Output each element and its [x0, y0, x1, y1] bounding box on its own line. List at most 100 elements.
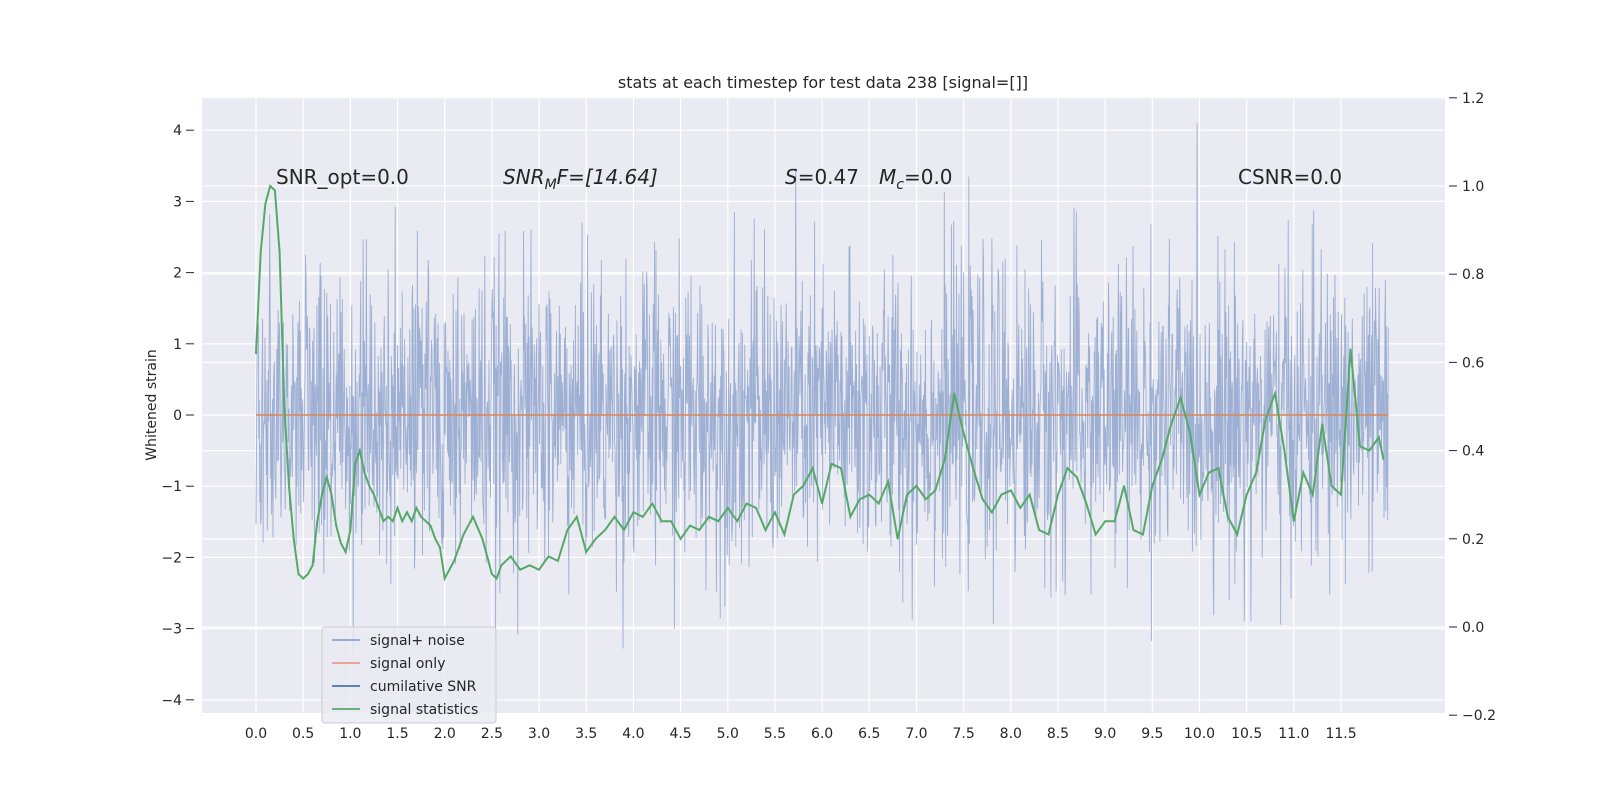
signal-statistics-point [925, 498, 927, 500]
y-tick-label: −1 [161, 479, 182, 495]
signal-statistics-point [330, 493, 333, 496]
signal-statistics-point [1038, 529, 1040, 531]
signal-statistics-point [830, 463, 833, 465]
x-tick-label: 11.5 [1325, 726, 1356, 742]
signal-statistics-point [326, 476, 328, 478]
signal-statistics-point [1161, 458, 1163, 461]
x-tick-label: 0.0 [245, 726, 267, 742]
signal-statistics-point [859, 498, 861, 500]
legend: signal+ noise signal only cumilative SNR… [321, 626, 497, 724]
signal-statistics-point [264, 202, 267, 205]
signal-statistics-point [1227, 516, 1229, 518]
signal-statistics-point [708, 516, 710, 518]
signal-statistics-point [519, 568, 521, 571]
signal-statistics-point [425, 520, 427, 522]
signal-statistics-point [1302, 471, 1305, 474]
y-tick-label: 1 [173, 337, 182, 353]
signal-statistics-point [420, 516, 422, 518]
signal-statistics-point [840, 467, 842, 470]
signal-statistics-point [1085, 502, 1088, 505]
signal-statistics-point [439, 546, 441, 549]
signal-statistics-point [1283, 449, 1286, 452]
signal-noise-series [255, 123, 1389, 654]
x-tick-label: 6.0 [811, 726, 833, 742]
signal-statistics-point [1066, 467, 1069, 470]
mc-value: =0.0 [904, 165, 953, 189]
signal-statistics-point [953, 392, 955, 395]
signal-statistics-point [373, 493, 375, 496]
x-tick-label: 9.5 [1141, 726, 1163, 742]
signal-statistics-point [538, 568, 540, 571]
signal-statistics-point [1293, 520, 1295, 522]
signal-statistics-point [392, 520, 394, 522]
signal-statistics-point [1368, 449, 1371, 452]
x-tick-label: 2.5 [481, 726, 503, 742]
signal-statistics-point [972, 467, 974, 470]
signal-statistics-point [1057, 493, 1059, 496]
s-label: S [785, 165, 798, 189]
signal-statistics-point [1019, 507, 1021, 509]
signal-statistics-point [1340, 493, 1342, 496]
signal-statistics-point [344, 551, 347, 553]
signal-statistics-point [429, 524, 432, 527]
signal-statistics-point [1094, 533, 1097, 536]
y-tick-label: −3 [161, 622, 182, 638]
x-tick-label: 7.5 [952, 726, 974, 742]
signal-statistics-point [481, 538, 484, 540]
signal-statistics-point [495, 577, 498, 580]
x-tick-label: 3.5 [575, 726, 597, 742]
x-tick-label: 4.0 [622, 726, 644, 742]
y2-tick-label: 0.0 [1462, 620, 1484, 636]
annotation-csnr: CSNR=0.0 [1238, 165, 1342, 189]
y2-tick-label: −0.2 [1462, 708, 1496, 724]
signal-statistics-point [292, 538, 295, 540]
signal-statistics-point [802, 485, 804, 487]
signal-statistics-point [604, 529, 606, 531]
snr-mf-base: SNR [503, 165, 545, 189]
signal-statistics-point [354, 463, 356, 465]
signal-statistics-point [727, 507, 729, 509]
signal-statistics-point [340, 542, 342, 544]
x-tick-label: 7.0 [905, 726, 927, 742]
signal-statistics-point [944, 458, 946, 461]
chart-title: stats at each timestep for test data 238… [618, 73, 1028, 92]
signal-statistics-point [877, 502, 880, 505]
signal-statistics-point [585, 551, 587, 553]
signal-statistics-point [651, 502, 654, 505]
signal-statistics-point [443, 577, 446, 580]
signal-statistics-point [368, 485, 371, 487]
signal-statistics-point [934, 489, 937, 492]
signal-statistics-point [434, 538, 437, 540]
signal-statistics-point [1311, 493, 1314, 496]
signal-statistics-point [491, 573, 493, 575]
legend-label-cumulative-snr: cumilative SNR [370, 679, 477, 695]
signal-statistics-point [660, 520, 663, 522]
signal-statistics-point [1208, 471, 1210, 474]
x-tick-label: 4.5 [669, 726, 691, 742]
signal-statistics-point [377, 507, 380, 509]
signal-statistics-point [1255, 471, 1257, 474]
signal-statistics-point [1264, 418, 1267, 421]
signal-statistics-point [783, 533, 786, 536]
signal-statistics-point [509, 555, 512, 558]
signal-statistics-point [906, 493, 908, 496]
s-value: =0.47 [798, 165, 859, 189]
signal-statistics-point [1104, 520, 1106, 522]
signal-statistics-point [1113, 520, 1116, 522]
x-tick-label: 9.0 [1094, 726, 1116, 742]
signal-statistics-point [1132, 529, 1135, 531]
signal-statistics-point [321, 493, 323, 496]
x-tick-label: 8.5 [1047, 726, 1069, 742]
y2-tick-label: 1.0 [1462, 179, 1484, 195]
signal-statistics-point [335, 524, 338, 527]
signal-statistics-point [349, 529, 352, 531]
y-tick-label: 4 [173, 123, 182, 139]
signal-statistics-point [486, 555, 489, 558]
signal-statistics-point [387, 516, 389, 518]
signal-statistics-point [1142, 533, 1144, 536]
signal-statistics-point [915, 485, 918, 487]
signal-statistics-point [1274, 392, 1276, 395]
x-tick-label: 0.5 [292, 726, 314, 742]
signal-statistics-point [1010, 489, 1012, 492]
signal-statistics-point [1151, 485, 1154, 487]
